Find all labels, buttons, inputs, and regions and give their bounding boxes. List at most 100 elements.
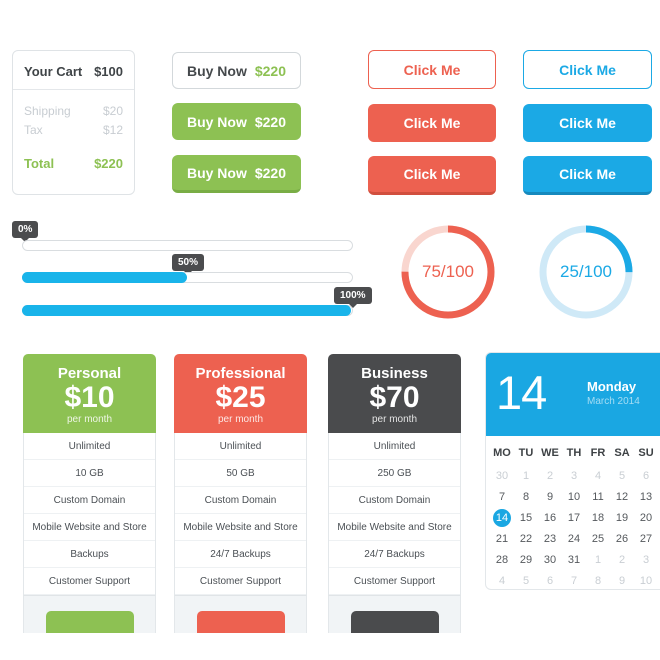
calendar-day[interactable]: 30: [495, 469, 509, 482]
calendar-day[interactable]: 18: [591, 511, 605, 524]
calendar-day[interactable]: 10: [567, 490, 581, 503]
shipping-value: $20: [102, 104, 123, 118]
plan-price: $10: [64, 381, 115, 414]
plan-name: Personal: [57, 365, 122, 382]
plan-feature: Customer Support: [24, 568, 155, 595]
calendar-day[interactable]: 9: [618, 574, 626, 587]
click-me-button-blue-flat[interactable]: Click Me: [523, 104, 652, 142]
progress-tooltip-50: 50%: [172, 254, 205, 275]
calendar-day[interactable]: 10: [639, 574, 653, 587]
click-me-button-red-3d[interactable]: Click Me: [368, 156, 496, 195]
buy-now-label: Buy Now: [186, 62, 247, 79]
click-me-label: Click Me: [403, 115, 461, 131]
calendar-day-selected[interactable]: 14: [490, 507, 514, 528]
calendar-day[interactable]: 16: [543, 511, 557, 524]
plan-feature: Mobile Website and Store: [24, 514, 155, 541]
buy-now-label: Buy Now: [186, 113, 247, 130]
calendar-day[interactable]: 12: [615, 490, 629, 503]
tooltip-label: 0%: [18, 224, 33, 235]
calendar-day[interactable]: 15: [519, 511, 533, 524]
buy-now-button-3d[interactable]: Buy Now $220: [172, 155, 301, 193]
calendar-selected-day-big: 14: [496, 366, 547, 419]
plan-name: Business: [361, 365, 428, 382]
calendar-day[interactable]: 1: [594, 553, 602, 566]
progress-bar-0[interactable]: [22, 240, 353, 251]
plan-feature: Customer Support: [175, 568, 306, 595]
calendar-day[interactable]: 3: [570, 469, 578, 482]
calendar-day[interactable]: 31: [567, 553, 581, 566]
click-me-label: Click Me: [559, 166, 616, 182]
calendar-day[interactable]: 7: [498, 490, 506, 503]
click-me-label: Click Me: [559, 115, 616, 131]
calendar-day[interactable]: 8: [594, 574, 602, 587]
calendar-day[interactable]: 5: [618, 469, 626, 482]
click-me-button-blue-3d[interactable]: Click Me: [523, 156, 652, 195]
pricing-card-professional: Professional $25 per month Unlimited 50 G…: [174, 354, 307, 633]
click-me-button-red-flat[interactable]: Click Me: [368, 104, 496, 142]
calendar-day[interactable]: 5: [522, 574, 530, 587]
click-me-button-blue-outline[interactable]: Click Me: [523, 50, 652, 89]
plan-feature-list: Unlimited 250 GB Custom Domain Mobile Websi…: [328, 433, 461, 595]
calendar-day[interactable]: 30: [543, 553, 557, 566]
progress-ring-svg: [539, 225, 633, 319]
plan-footer: [174, 595, 307, 633]
buy-now-button-outline[interactable]: Buy Now $220: [172, 52, 301, 89]
plan-period: per month: [66, 414, 113, 425]
plan-signup-button[interactable]: [196, 611, 285, 633]
click-me-button-red-outline[interactable]: Click Me: [368, 50, 496, 89]
calendar-day[interactable]: 11: [592, 490, 604, 503]
buy-now-button-flat[interactable]: Buy Now $220: [172, 103, 301, 140]
calendar-day[interactable]: 17: [567, 511, 581, 524]
plan-footer: [23, 595, 156, 633]
progress-fill: [22, 305, 351, 316]
calendar-day[interactable]: 3: [642, 553, 650, 566]
click-me-label: Click Me: [403, 166, 461, 182]
calendar-day[interactable]: 29: [519, 553, 533, 566]
progress-ring-svg: [401, 225, 495, 319]
calendar-day[interactable]: 24: [567, 532, 581, 545]
plan-feature: Unlimited: [175, 433, 306, 460]
calendar-widget: 14 Monday March 2014 MO TU WE TH FR SA SU 30 1 2 3…: [485, 352, 660, 590]
plan-feature: Customer Support: [329, 568, 460, 595]
calendar-day[interactable]: 20: [639, 511, 653, 524]
calendar-day[interactable]: 23: [543, 532, 557, 545]
calendar-day[interactable]: 4: [594, 469, 602, 482]
progress-circle-red: 75/100: [400, 224, 496, 320]
calendar-day[interactable]: 28: [495, 553, 509, 566]
calendar-day[interactable]: 26: [615, 532, 629, 545]
progress-tooltip-100: 100%: [334, 287, 372, 308]
calendar-day[interactable]: 22: [519, 532, 533, 545]
calendar-day[interactable]: 6: [642, 469, 650, 482]
progress-bar-50[interactable]: [22, 272, 353, 283]
shipping-label: Shipping: [24, 104, 71, 118]
plan-name: Professional: [195, 365, 286, 382]
calendar-day-name: TH: [566, 447, 582, 459]
plan-feature: Backups: [24, 541, 155, 568]
tooltip-label: 100%: [340, 290, 366, 301]
calendar-day[interactable]: 8: [522, 490, 530, 503]
calendar-day-name: FR: [590, 447, 606, 459]
calendar-day[interactable]: 2: [546, 469, 554, 482]
calendar-month-year: March 2014: [587, 396, 640, 407]
calendar-day[interactable]: 27: [639, 532, 653, 545]
plan-signup-button[interactable]: [45, 611, 134, 633]
pricing-card-business: Business $70 per month Unlimited 250 GB Cu…: [328, 354, 461, 633]
calendar-day[interactable]: 25: [591, 532, 605, 545]
plan-header: Business $70 per month: [328, 354, 461, 433]
calendar-header: 14 Monday March 2014: [486, 353, 660, 436]
calendar-day[interactable]: 13: [639, 490, 653, 503]
progress-bar-100[interactable]: [22, 305, 353, 316]
calendar-day[interactable]: 6: [546, 574, 554, 587]
calendar-day[interactable]: 1: [522, 469, 530, 482]
calendar-day[interactable]: 7: [570, 574, 578, 587]
calendar-day[interactable]: 21: [495, 532, 509, 545]
calendar-day[interactable]: 4: [498, 574, 506, 587]
calendar-day[interactable]: 9: [546, 490, 554, 503]
cart-line-shipping: Shipping $20: [24, 104, 123, 118]
tax-label: Tax: [24, 123, 43, 137]
total-label: Total: [24, 156, 55, 171]
total-value: $220: [94, 156, 123, 171]
plan-signup-button[interactable]: [350, 611, 439, 633]
calendar-day[interactable]: 2: [618, 553, 626, 566]
calendar-day[interactable]: 19: [615, 511, 629, 524]
